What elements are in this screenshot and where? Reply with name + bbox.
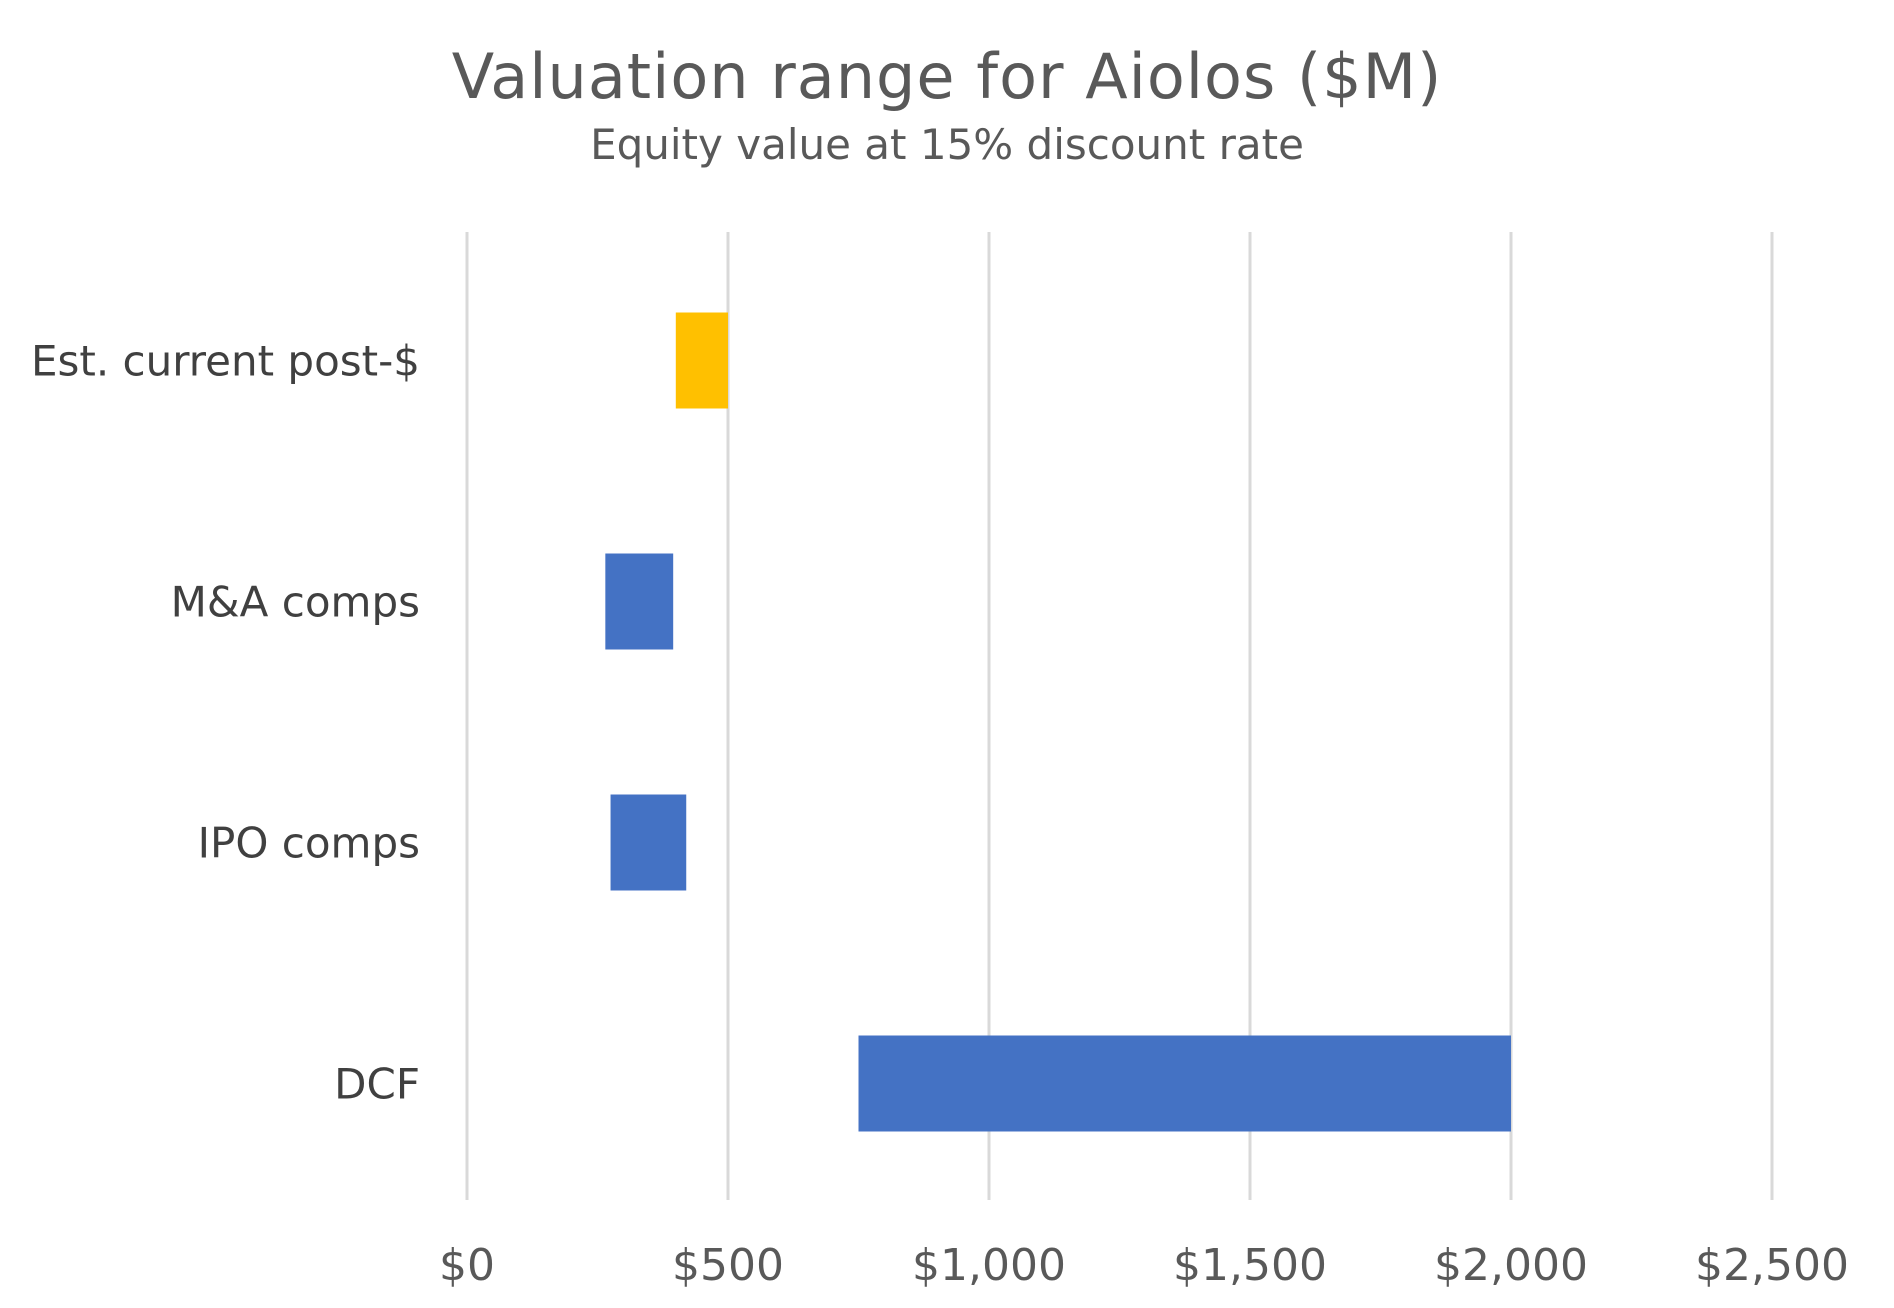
category-labels: Est. current post-$ M&A comps IPO comps DCF <box>31 337 420 1109</box>
category-label: Est. current post-$ <box>31 337 420 386</box>
category-label: DCF <box>334 1060 420 1109</box>
chart-subtitle: Equity value at 15% discount rate <box>590 120 1304 169</box>
x-tick-label: $0 <box>439 1240 495 1291</box>
x-tick-label: $2,500 <box>1695 1240 1849 1291</box>
range-bar <box>675 312 728 409</box>
x-axis-tick-labels: $0 $500 $1,000 $1,500 $2,000 $2,500 <box>439 1240 1849 1291</box>
bars <box>605 312 1511 1132</box>
category-label: M&A comps <box>171 578 420 627</box>
category-label: IPO comps <box>198 819 420 868</box>
range-bar <box>610 794 687 891</box>
chart-title: Valuation range for Aiolos ($M) <box>451 40 1443 113</box>
range-bar <box>858 1035 1511 1132</box>
x-tick-label: $1,500 <box>1173 1240 1327 1291</box>
x-tick-label: $500 <box>672 1240 784 1291</box>
x-tick-label: $2,000 <box>1434 1240 1588 1291</box>
range-bar <box>605 553 674 650</box>
x-tick-label: $1,000 <box>912 1240 1066 1291</box>
